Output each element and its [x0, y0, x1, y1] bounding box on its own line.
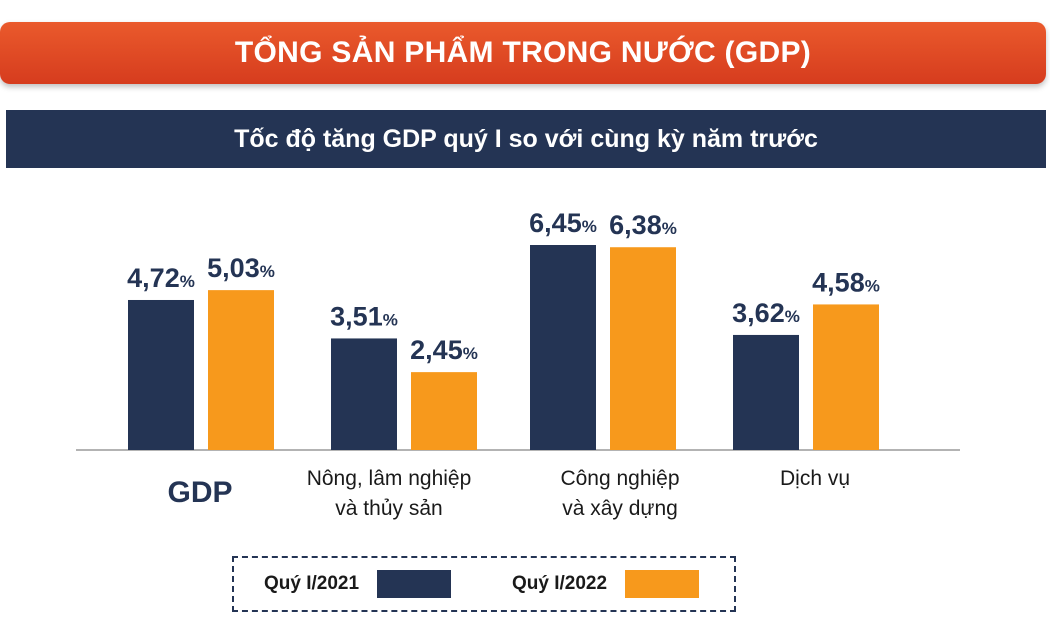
data-label-value: 2,45: [410, 335, 463, 365]
legend-swatch-2021: [377, 570, 452, 598]
legend-item-2021: Quý I/2021: [264, 558, 452, 610]
data-label-value: 5,03: [207, 253, 260, 283]
data-label: 3,51%: [330, 301, 398, 331]
legend-label-2021: Quý I/2021: [264, 573, 360, 594]
data-label-unit: %: [582, 217, 597, 236]
bar-2022-cat-2: [610, 247, 676, 450]
category-label-line: Dịch vụ: [780, 467, 850, 490]
legend-swatch-2022: [625, 570, 700, 598]
page-title: TỔNG SẢN PHẨM TRONG NƯỚC (GDP): [234, 36, 812, 69]
bar-2021-cat-3: [733, 334, 799, 450]
data-label-value: 6,45: [529, 208, 582, 238]
category-label-line: Công nghiệp: [560, 467, 679, 490]
data-label-unit: %: [383, 310, 398, 329]
data-label: 2,45%: [410, 335, 478, 365]
data-label-value: 4,72: [127, 263, 180, 293]
category-label-line: GDP: [167, 476, 232, 509]
bar-2021-cat-2: [530, 245, 596, 450]
bar-2021-cat-0: [128, 299, 194, 450]
data-label-value: 3,51: [330, 301, 383, 331]
chart-legend: Quý I/2021 Quý I/2022: [232, 556, 736, 612]
data-label-value: 6,38: [609, 210, 662, 240]
legend-label-2022: Quý I/2022: [512, 573, 608, 594]
data-label-unit: %: [865, 276, 880, 295]
data-label: 5,03%: [207, 253, 275, 283]
title-banner: TỔNG SẢN PHẨM TRONG NƯỚC (GDP): [0, 22, 1046, 84]
category-label-line: và thủy sản: [335, 497, 442, 520]
data-label: 6,38%: [609, 210, 677, 240]
subtitle-banner: Tốc độ tăng GDP quý I so với cùng kỳ năm…: [6, 110, 1046, 168]
data-label-unit: %: [785, 307, 800, 326]
data-label-unit: %: [662, 219, 677, 238]
data-label-value: 3,62: [732, 298, 785, 328]
category-label: Nông, lâm nghiệp và thủy sản: [307, 467, 472, 520]
data-label-unit: %: [260, 262, 275, 281]
category-label-line: Nông, lâm nghiệp: [307, 467, 472, 490]
data-label: 4,72%: [127, 263, 195, 293]
data-label: 3,62%: [732, 298, 800, 328]
bar-2022-cat-1: [411, 372, 477, 450]
bar-2022-cat-3: [813, 304, 879, 450]
legend-item-2022: Quý I/2022: [512, 558, 700, 610]
data-label: 4,58%: [812, 267, 880, 297]
category-label: GDP: [167, 476, 232, 509]
category-label: Dịch vụ: [780, 467, 850, 490]
data-label-unit: %: [180, 272, 195, 291]
chart-subtitle: Tốc độ tăng GDP quý I so với cùng kỳ năm…: [234, 124, 818, 153]
category-label-line: và xây dựng: [562, 497, 678, 520]
data-label-value: 4,58: [812, 267, 865, 297]
bar-2022-cat-0: [208, 290, 274, 450]
bar-2021-cat-1: [331, 338, 397, 450]
data-label-unit: %: [463, 344, 478, 363]
data-label: 6,45%: [529, 208, 597, 238]
category-label: Công nghiệp và xây dựng: [560, 467, 679, 520]
